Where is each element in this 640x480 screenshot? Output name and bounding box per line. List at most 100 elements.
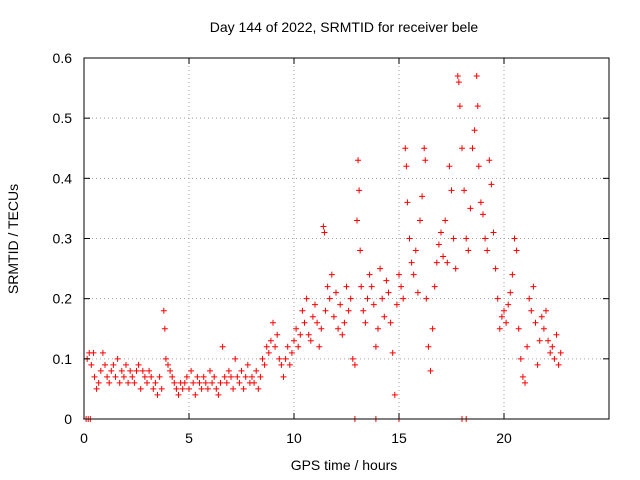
data-point xyxy=(146,367,153,374)
data-point xyxy=(267,337,274,344)
data-point xyxy=(278,361,285,368)
data-point xyxy=(181,379,188,386)
data-point xyxy=(188,367,195,374)
data-point xyxy=(385,289,392,296)
data-point xyxy=(137,385,144,392)
data-point xyxy=(452,265,459,272)
data-point xyxy=(88,361,95,368)
data-point xyxy=(301,319,308,326)
data-point xyxy=(125,379,132,386)
data-point xyxy=(557,349,564,356)
data-point xyxy=(454,73,461,80)
data-point xyxy=(391,391,398,398)
data-point xyxy=(551,355,558,362)
data-point xyxy=(444,259,451,266)
data-point xyxy=(446,163,453,170)
data-point xyxy=(217,379,224,386)
data-point xyxy=(307,337,314,344)
data-point xyxy=(116,379,123,386)
data-point xyxy=(90,349,97,356)
data-point xyxy=(422,157,429,164)
data-point xyxy=(343,283,350,290)
data-point xyxy=(139,367,146,374)
data-point xyxy=(291,337,297,344)
data-point xyxy=(349,355,356,362)
data-point xyxy=(389,349,396,356)
x-tick-label: 15 xyxy=(391,430,407,446)
data-point xyxy=(403,163,410,170)
data-point xyxy=(213,385,220,392)
plot-frame xyxy=(83,57,610,420)
data-point xyxy=(419,193,426,200)
data-point xyxy=(408,259,415,266)
chart-title: Day 144 of 2022, SRMTID for receiver bel… xyxy=(210,19,479,35)
data-point xyxy=(249,373,255,380)
data-point xyxy=(530,283,537,290)
data-point xyxy=(345,307,352,314)
data-point xyxy=(372,343,379,350)
data-point xyxy=(228,373,234,380)
x-tick-label: 20 xyxy=(496,430,512,446)
data-point xyxy=(221,373,228,380)
data-point xyxy=(496,325,503,332)
x-tick-label: 0 xyxy=(80,430,88,446)
data-point xyxy=(375,325,381,332)
data-point xyxy=(183,373,190,380)
data-point xyxy=(465,247,472,254)
data-point xyxy=(543,307,549,314)
data-point xyxy=(383,277,390,284)
data-point xyxy=(295,343,302,350)
data-point xyxy=(186,385,192,392)
data-point xyxy=(366,271,373,278)
data-point xyxy=(135,361,142,368)
data-point xyxy=(404,199,411,206)
data-point xyxy=(150,385,157,392)
data-point xyxy=(305,331,312,338)
data-point xyxy=(494,295,501,302)
data-point xyxy=(461,187,468,194)
data-point xyxy=(440,253,447,260)
data-point xyxy=(102,361,108,368)
data-point xyxy=(545,337,552,344)
data-point xyxy=(209,379,216,386)
data-point xyxy=(341,319,348,326)
data-point xyxy=(261,361,268,368)
data-point xyxy=(326,295,333,302)
data-point xyxy=(99,349,106,356)
data-point xyxy=(110,361,117,368)
data-point xyxy=(364,295,371,302)
data-point xyxy=(532,319,539,326)
x-axis-label: GPS time / hours xyxy=(291,457,398,473)
data-point xyxy=(95,379,102,386)
data-point xyxy=(314,319,321,326)
data-point xyxy=(133,367,140,374)
data-point xyxy=(324,283,331,290)
data-point xyxy=(118,367,125,374)
data-point xyxy=(528,307,535,314)
data-point xyxy=(169,373,176,380)
data-point xyxy=(517,355,524,362)
data-point xyxy=(148,373,155,380)
data-point xyxy=(421,145,428,152)
data-point xyxy=(351,361,358,368)
data-point xyxy=(356,187,363,194)
data-point xyxy=(230,385,237,392)
data-point xyxy=(505,301,512,308)
data-point xyxy=(263,343,270,350)
data-point xyxy=(127,367,134,374)
data-point xyxy=(414,289,421,296)
data-point xyxy=(431,283,438,290)
x-tick-label: 10 xyxy=(286,430,302,446)
x-tick-label: 5 xyxy=(185,430,193,446)
data-point xyxy=(471,127,478,134)
data-point xyxy=(280,373,287,380)
data-point xyxy=(362,319,369,326)
data-point xyxy=(534,361,541,368)
data-point xyxy=(211,373,218,380)
data-point xyxy=(276,355,283,362)
data-point xyxy=(179,385,186,392)
data-point xyxy=(160,307,167,314)
data-point xyxy=(202,379,209,386)
data-point xyxy=(232,355,239,362)
data-point xyxy=(435,241,442,248)
